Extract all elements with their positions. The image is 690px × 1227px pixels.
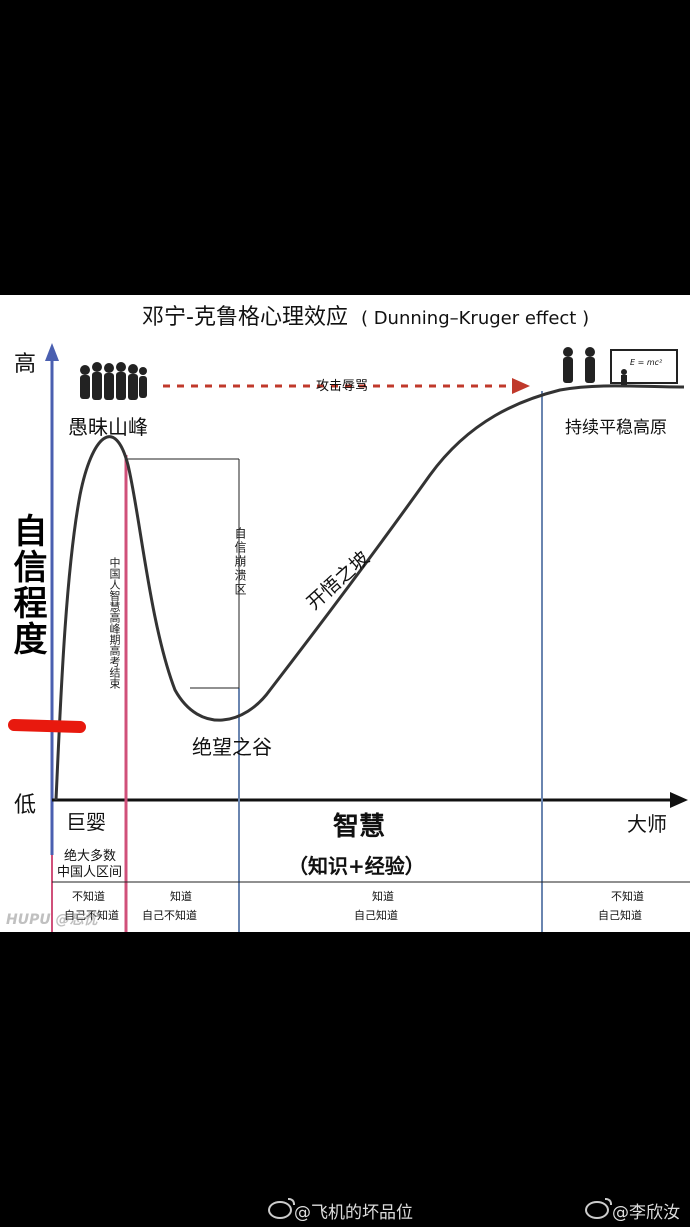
cell-1-line2: 自己不知道: [64, 909, 119, 922]
plateau-label: 持续平稳高原: [565, 418, 667, 438]
majority-label: 绝大多数: [64, 849, 117, 864]
cell-1-line1: 不知道: [72, 890, 105, 903]
peak-label: 愚昧山峰: [68, 415, 148, 439]
master-icon: [563, 347, 678, 385]
footer-right: @李欣汝: [612, 1203, 680, 1223]
y-low-label: 低: [14, 793, 37, 818]
majority-label-2: 中国人区间: [57, 865, 123, 880]
weibo-icon-right: [585, 1198, 612, 1219]
title-cn: 邓宁-克鲁格心理效应: [142, 305, 348, 330]
collapse-zone-label: 自信崩溃区: [233, 527, 247, 597]
weibo-icon-left: [268, 1198, 295, 1219]
gaokao-label: 中国人智慧高峰期高考结束: [108, 557, 121, 689]
x-center-sub: （知识+经验）: [288, 854, 425, 878]
y-axis-arrow: [45, 343, 59, 361]
valley-label: 绝望之谷: [192, 735, 272, 759]
cell-2-line1: 知道: [170, 890, 192, 903]
cell-4-line1: 不知道: [611, 890, 644, 903]
x-start-label: 巨婴: [66, 810, 106, 834]
cell-2-line2: 自己不知道: [142, 909, 197, 922]
y-axis-label: 自信程度: [7, 513, 47, 657]
x-axis-arrow: [670, 792, 688, 808]
footer-left: @飞机的坏品位: [294, 1203, 413, 1223]
y-high-label: 高: [14, 352, 37, 377]
attack-arrow-head: [512, 378, 530, 394]
cell-4-line2: 自己知道: [598, 909, 642, 922]
cell-3-line2: 自己知道: [354, 909, 398, 922]
red-marker: [8, 719, 86, 733]
title-en: ( Dunning–Kruger effect ): [360, 308, 590, 329]
x-end-label: 大师: [627, 812, 667, 836]
attack-label: 攻击辱骂: [316, 379, 369, 394]
diagram-title: 邓宁-克鲁格心理效应 ( Dunning–Kruger effect ): [142, 299, 589, 331]
cell-3-line1: 知道: [372, 890, 394, 903]
dunning-kruger-diagram: 邓宁-克鲁格心理效应 ( Dunning–Kruger effect ) 高 低…: [0, 295, 690, 932]
hupu-watermark: HUPU @忘忧: [6, 912, 98, 928]
confidence-curve: [54, 384, 685, 801]
diagram-graphics: [8, 343, 690, 932]
crowd-icon: [80, 362, 147, 400]
formula-label: E = mc²: [630, 358, 663, 367]
x-center-label: 智慧: [333, 812, 386, 842]
